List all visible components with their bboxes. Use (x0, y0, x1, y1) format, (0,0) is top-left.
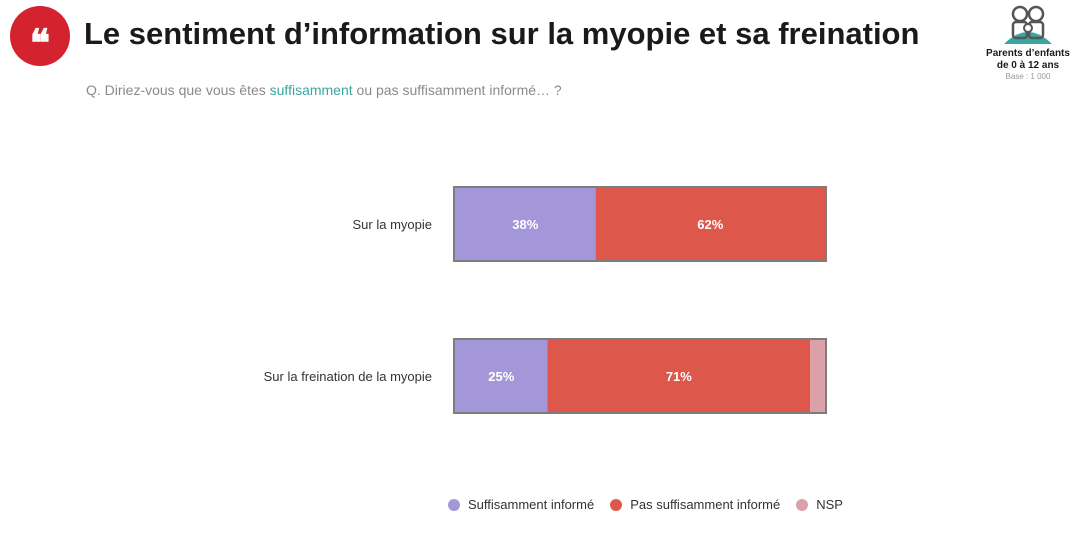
question-prefix: Q. Diriez-vous que vous êtes (86, 82, 270, 98)
category-label: Sur la freination de la myopie (264, 369, 432, 384)
legend-item: Pas suffisamment informé (610, 497, 780, 512)
data-label: 62% (697, 217, 723, 232)
bar-segment (455, 188, 596, 260)
bar-frame (453, 338, 827, 414)
audience-badge: Parents d’enfants de 0 à 12 ans Base : 1… (978, 2, 1078, 82)
page-title: Le sentiment d’information sur la myopie… (84, 16, 920, 51)
legend-label: Suffisamment informé (468, 497, 595, 512)
data-label: 38% (512, 217, 538, 232)
data-label: 71% (666, 369, 692, 384)
audience-line2: de 0 à 12 ans (996, 60, 1060, 71)
legend-label: Pas suffisamment informé (630, 497, 781, 512)
bar-segment (810, 340, 825, 412)
legend-swatch (796, 498, 809, 511)
question-text: Q. Diriez-vous que vous êtes suffisammen… (86, 82, 562, 98)
bar-segment (455, 340, 548, 412)
legend-label: NSP (816, 497, 843, 512)
question-suffix: ou pas suffisamment informé… ? (352, 82, 562, 98)
audience-base: Base : 1 000 (1005, 72, 1051, 81)
legend-swatch (448, 498, 460, 511)
parents-icon (1004, 5, 1052, 44)
chart-legend: Suffisamment informé Pas suffisamment inf… (448, 497, 859, 512)
question-highlight: suffisamment (269, 82, 353, 98)
quote-icon: ❝ (29, 20, 51, 65)
bar-frame (453, 186, 827, 262)
bar-segment (547, 340, 811, 412)
category-label: Sur la myopie (353, 217, 432, 232)
audience-line1: Parents d’enfants (986, 48, 1070, 59)
legend-item: NSP (796, 497, 843, 512)
bar-segment (595, 188, 825, 260)
legend-swatch (610, 498, 623, 511)
quote-logo: ❝ (10, 6, 70, 66)
legend-item: Suffisamment informé (448, 497, 594, 512)
data-label: 25% (488, 369, 514, 384)
